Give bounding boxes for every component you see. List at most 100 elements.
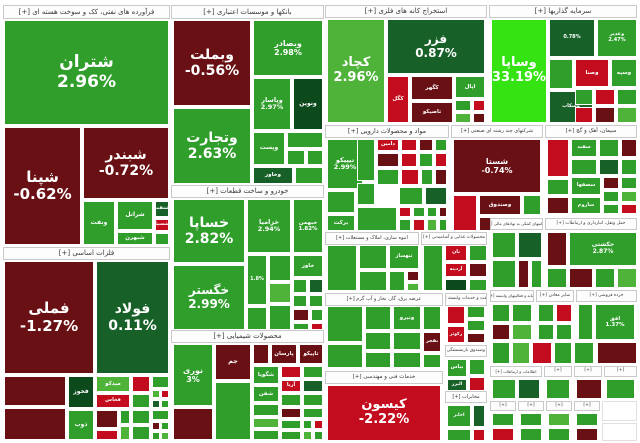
stock-tile[interactable] <box>120 410 130 424</box>
stock-tile[interactable] <box>617 268 637 288</box>
stock-tile[interactable] <box>281 431 301 440</box>
stock-tile[interactable] <box>152 400 160 408</box>
stock-tile[interactable] <box>407 283 419 291</box>
stock-tile[interactable] <box>269 305 291 330</box>
stock-tile[interactable]: خبهمن 1.82% <box>293 199 323 253</box>
stock-tile[interactable]: شگویا <box>253 366 279 384</box>
stock-tile[interactable] <box>327 344 363 368</box>
stock-tile[interactable] <box>467 306 485 318</box>
stock-tile[interactable] <box>401 169 419 185</box>
stock-tile[interactable] <box>4 408 66 440</box>
stock-tile[interactable] <box>547 179 569 195</box>
stock-tile[interactable] <box>621 191 637 202</box>
stock-tile[interactable] <box>523 195 541 215</box>
stock-tile[interactable] <box>469 263 487 277</box>
stock-tile[interactable]: وسپه <box>611 59 637 87</box>
stock-tile[interactable] <box>253 404 279 416</box>
stock-tile[interactable]: فولاد 0.11% <box>96 261 169 374</box>
stock-tile[interactable] <box>595 107 615 123</box>
stock-tile[interactable] <box>549 59 573 89</box>
sector-header[interactable]: خدمات فنی و مهندسی [+] <box>325 371 443 384</box>
stock-tile[interactable]: ذوب <box>68 410 94 440</box>
stock-tile[interactable] <box>469 245 487 261</box>
stock-tile[interactable] <box>603 191 619 202</box>
stock-tile[interactable] <box>269 283 291 303</box>
stock-tile[interactable] <box>599 159 619 175</box>
stock-tile[interactable] <box>419 139 433 151</box>
stock-tile[interactable]: سفید <box>571 139 597 157</box>
stock-tile[interactable] <box>595 268 615 288</box>
stock-tile[interactable] <box>469 359 485 375</box>
stock-tile[interactable] <box>453 195 477 231</box>
stock-tile[interactable] <box>309 279 323 293</box>
stock-tile[interactable]: شبهرن <box>117 232 153 245</box>
stock-tile[interactable]: خزامیا 2.94% <box>247 199 291 253</box>
stock-tile[interactable]: آریا <box>281 380 301 392</box>
stock-tile[interactable] <box>413 207 425 217</box>
sector-header[interactable]: [+] <box>604 366 637 377</box>
stock-tile[interactable] <box>357 139 375 181</box>
stock-tile[interactable] <box>253 430 279 440</box>
stock-tile[interactable] <box>161 390 169 398</box>
stock-tile[interactable]: برکت <box>327 215 355 231</box>
stock-tile[interactable]: وغدیر 2.47% <box>597 19 637 57</box>
stock-tile[interactable] <box>435 153 447 167</box>
stock-tile[interactable]: وپست <box>253 132 285 165</box>
sector-header[interactable]: فعالیتهای کمکی به نهادهای مالی [+] <box>490 218 543 230</box>
stock-tile[interactable]: پارسان <box>271 344 297 364</box>
stock-tile[interactable] <box>492 413 514 426</box>
stock-tile[interactable] <box>603 204 619 214</box>
stock-tile[interactable] <box>532 342 552 364</box>
stock-tile[interactable] <box>548 428 570 441</box>
stock-tile[interactable] <box>473 429 485 441</box>
sector-header[interactable]: استخراج کانه های فلزی [+] <box>325 5 487 18</box>
sector-header[interactable]: محصولات غذایی و آشامیدنی [+] <box>421 232 487 245</box>
stock-tile[interactable]: تاپیکو <box>299 344 323 364</box>
stock-tile[interactable] <box>132 394 150 408</box>
stock-tile[interactable] <box>359 271 387 291</box>
stock-tile[interactable] <box>327 245 357 291</box>
stock-tile[interactable] <box>303 366 323 378</box>
stock-tile[interactable] <box>617 107 637 123</box>
stock-tile[interactable] <box>303 408 323 418</box>
stock-tile[interactable]: فخوز <box>68 376 94 408</box>
stock-tile[interactable] <box>439 219 447 231</box>
stock-tile[interactable] <box>435 169 447 185</box>
stock-tile[interactable]: کگهر <box>411 76 453 100</box>
sector-header[interactable]: مخابرات [+] <box>445 391 487 403</box>
stock-tile[interactable]: 1.8% <box>247 255 267 305</box>
stock-tile[interactable]: شسپا <box>155 219 169 231</box>
sector-header[interactable]: مواد و محصولات دارویی [+] <box>325 125 449 138</box>
stock-tile[interactable] <box>293 279 307 293</box>
stock-tile[interactable]: وصنا <box>575 59 609 87</box>
stock-tile[interactable] <box>492 232 516 258</box>
stock-tile[interactable]: 0.78% <box>549 19 595 57</box>
stock-tile[interactable] <box>269 255 291 281</box>
sector-header[interactable]: فرآورده های نفتی، کک و سوخت هسته ای [+] <box>3 5 170 19</box>
stock-tile[interactable] <box>578 304 593 340</box>
stock-tile[interactable] <box>554 342 572 364</box>
stock-tile[interactable]: شرانل <box>117 201 153 230</box>
stock-tile[interactable] <box>621 159 637 175</box>
stock-tile[interactable] <box>357 183 375 205</box>
stock-tile[interactable]: حکشتی 2.87% <box>569 232 637 266</box>
stock-tile[interactable] <box>303 380 323 392</box>
stock-tile[interactable] <box>401 153 417 167</box>
stock-tile[interactable] <box>423 354 441 368</box>
stock-tile[interactable] <box>401 139 417 151</box>
sector-header[interactable]: حمل ونقل، انبارداری و ارتباطات [+] <box>545 218 637 230</box>
stock-tile[interactable]: شنفت <box>155 201 169 217</box>
stock-tile[interactable] <box>407 271 419 281</box>
stock-tile[interactable] <box>327 306 363 342</box>
stock-tile[interactable] <box>520 428 542 441</box>
stock-tile[interactable] <box>492 260 516 288</box>
stock-tile[interactable] <box>399 187 423 205</box>
stock-tile[interactable] <box>155 233 169 245</box>
stock-tile[interactable] <box>389 271 405 291</box>
stock-tile[interactable]: خگستر 2.99% <box>173 265 245 330</box>
stock-tile[interactable] <box>303 420 312 429</box>
stock-tile[interactable] <box>152 410 169 420</box>
sector-header[interactable]: سایر معادن [+] <box>536 290 574 302</box>
stock-tile[interactable] <box>473 113 485 123</box>
stock-tile[interactable]: وخاور <box>253 167 293 184</box>
